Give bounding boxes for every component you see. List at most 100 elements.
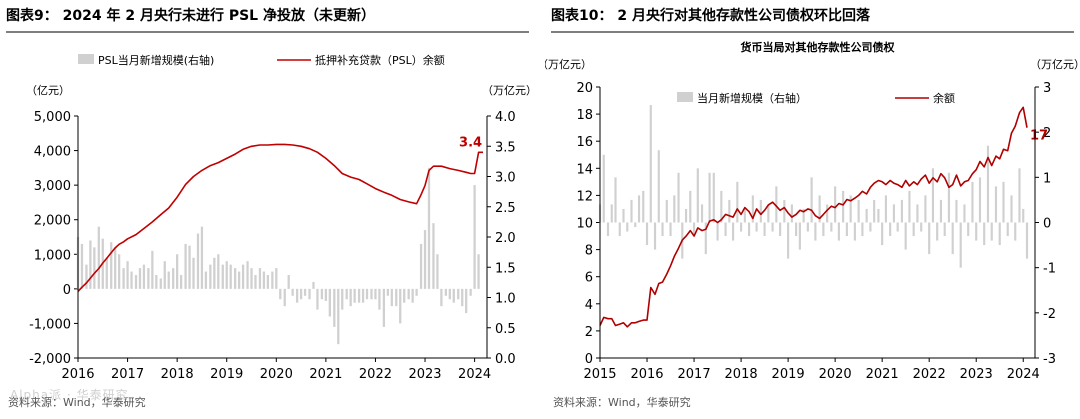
left-axis-tick-label: 12 xyxy=(576,189,593,204)
bar xyxy=(316,288,319,310)
bar xyxy=(743,208,746,223)
bar xyxy=(1006,222,1009,237)
bar xyxy=(857,199,860,223)
bar xyxy=(237,271,241,289)
legend-bar-swatch xyxy=(677,92,693,102)
bar xyxy=(395,288,398,307)
left-source-note: 资料来源：Wind，华泰研究 xyxy=(8,396,146,409)
bar xyxy=(920,222,923,232)
bar xyxy=(751,195,754,223)
x-axis-tick-label: 2016 xyxy=(630,367,663,382)
bar xyxy=(649,105,652,223)
bar xyxy=(159,278,162,289)
bar xyxy=(928,222,931,255)
bar xyxy=(151,250,154,289)
bar xyxy=(1022,208,1025,223)
bar xyxy=(291,288,294,296)
bar xyxy=(983,222,986,246)
legend-bar-label: 当月新增规模（右轴） xyxy=(697,91,807,105)
bar xyxy=(990,222,993,241)
right-figure-title: 图表10： 2 月央行对其他存款性公司债权环比回落 xyxy=(551,8,870,24)
bar xyxy=(266,275,270,289)
bar xyxy=(892,204,895,223)
right-axis-tick-label: 2.0 xyxy=(495,231,516,246)
bar xyxy=(308,288,311,300)
bar xyxy=(172,268,175,289)
x-axis-tick-label: 2017 xyxy=(678,367,711,382)
legend-bar-swatch xyxy=(78,54,94,64)
bar xyxy=(747,222,751,237)
bar xyxy=(176,254,179,289)
bar xyxy=(955,199,958,223)
right-axis-tick-label: 1.0 xyxy=(495,292,516,307)
bar xyxy=(126,261,129,289)
bar xyxy=(333,288,336,327)
bar xyxy=(614,177,617,223)
bar xyxy=(469,288,472,296)
bar xyxy=(994,186,998,223)
bar xyxy=(736,181,739,223)
bar xyxy=(939,199,943,223)
bar xyxy=(167,271,170,289)
bar xyxy=(834,186,837,223)
bar xyxy=(908,190,911,223)
bar xyxy=(122,268,125,289)
left-axis-unit: （万亿元） xyxy=(545,58,592,71)
left-axis-tick-label: 1,000 xyxy=(34,248,71,263)
bar xyxy=(427,167,431,289)
bar xyxy=(810,177,813,223)
bar xyxy=(229,264,232,289)
bar xyxy=(283,288,286,307)
bar xyxy=(759,199,762,223)
bar xyxy=(700,204,704,223)
right-axis-tick-label: 0.0 xyxy=(495,352,516,367)
bar xyxy=(403,288,406,303)
bar xyxy=(900,199,903,223)
bar xyxy=(303,288,307,296)
left-axis-tick-label: -2,000 xyxy=(29,352,71,367)
bar xyxy=(262,271,266,289)
left-axis-tick-label: 8 xyxy=(585,244,593,259)
bar xyxy=(849,195,852,223)
x-axis-tick-label: 2023 xyxy=(408,367,441,382)
bar xyxy=(110,242,113,289)
left-axis-tick-label: 18 xyxy=(576,108,593,123)
bar xyxy=(826,204,829,223)
x-axis-tick-label: 2022 xyxy=(359,367,392,382)
bar xyxy=(669,222,672,237)
bar xyxy=(250,268,253,289)
bar xyxy=(830,222,833,232)
bar xyxy=(889,222,892,237)
bar xyxy=(461,288,464,307)
bar xyxy=(787,222,790,259)
bar xyxy=(716,222,719,241)
bar xyxy=(630,199,633,223)
bar xyxy=(361,288,365,303)
left-axis-tick-label: 16 xyxy=(576,135,593,150)
left-axis-tick-label: 6 xyxy=(585,271,593,286)
bar xyxy=(622,208,625,223)
right-axis-tick-label: 2.5 xyxy=(495,201,516,216)
bar xyxy=(869,222,872,232)
x-axis-tick-label: 2020 xyxy=(819,367,852,382)
bar xyxy=(986,145,990,223)
bar xyxy=(971,181,974,223)
bar xyxy=(1014,222,1017,241)
bar xyxy=(712,172,715,223)
bar xyxy=(440,288,443,307)
bar xyxy=(814,222,817,241)
right-axis-tick-label: 3.5 xyxy=(495,140,516,155)
bar xyxy=(80,243,84,289)
left-axis-unit: （亿元） xyxy=(26,84,70,97)
bar xyxy=(432,223,435,289)
bar xyxy=(163,261,166,289)
bar xyxy=(845,222,848,237)
bar xyxy=(287,275,290,289)
right-axis-tick-label: -2 xyxy=(1043,307,1056,322)
bar xyxy=(806,222,809,232)
bar xyxy=(873,199,876,223)
balance-line xyxy=(599,106,1028,328)
bar xyxy=(138,268,142,289)
bar xyxy=(295,288,299,303)
left-axis-tick-label: -1,000 xyxy=(29,317,71,332)
